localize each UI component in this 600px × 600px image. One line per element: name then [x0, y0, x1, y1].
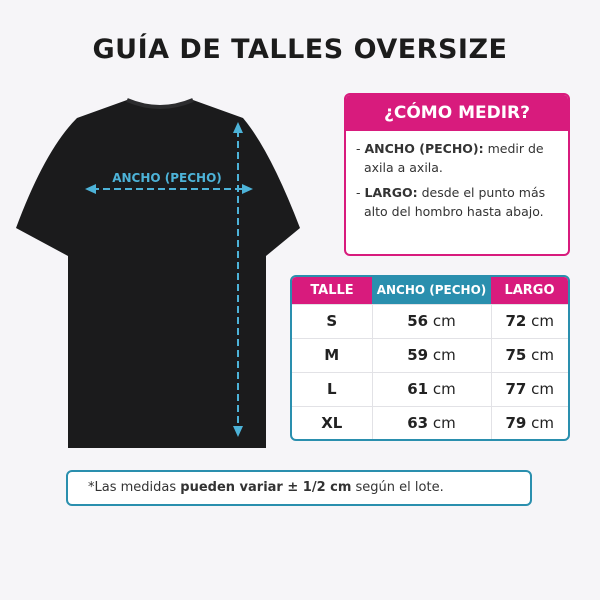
- how-to-title: ¿CÓMO MEDIR?: [346, 95, 568, 131]
- size-cell: L: [292, 371, 372, 406]
- width-cell: 63 cm: [371, 405, 491, 439]
- tshirt-shape: [16, 100, 300, 448]
- table-row: XL 63 cm 79 cm: [292, 405, 568, 439]
- disclaimer-note: *Las medidas pueden variar ± 1/2 cm segú…: [66, 470, 532, 506]
- size-cell: S: [292, 303, 372, 338]
- width-cell: 59 cm: [371, 337, 491, 372]
- table-row: L 61 cm 77 cm: [292, 371, 568, 406]
- width-cell: 56 cm: [371, 303, 491, 338]
- width-cell: 61 cm: [371, 371, 491, 406]
- width-label: ANCHO (PECHO): [112, 171, 222, 185]
- table-row: M 59 cm 75 cm: [292, 337, 568, 372]
- table-row: S 56 cm 72 cm: [292, 303, 568, 338]
- size-cell: M: [292, 337, 372, 372]
- length-cell: 72 cm: [490, 303, 568, 338]
- how-to-measure-box: ¿CÓMO MEDIR? - ANCHO (PECHO): medir de a…: [344, 93, 570, 256]
- length-arrow: [233, 122, 243, 437]
- header-size: TALLE: [292, 277, 372, 304]
- tshirt-illustration: ANCHO (PECHO): [16, 98, 300, 448]
- length-cell: 77 cm: [490, 371, 568, 406]
- table-header: TALLE ANCHO (PECHO) LARGO: [292, 277, 568, 304]
- how-to-item-length: - LARGO: desde el punto más alto del hom…: [356, 185, 546, 219]
- length-cell: 75 cm: [490, 337, 568, 372]
- size-cell: XL: [292, 405, 372, 439]
- header-width: ANCHO (PECHO): [372, 277, 491, 304]
- width-arrow: [85, 184, 253, 194]
- how-to-item-width: - ANCHO (PECHO): medir de axila a axila.: [356, 141, 544, 175]
- header-length: LARGO: [491, 277, 568, 304]
- page-title: GUÍA DE TALLES OVERSIZE: [92, 34, 508, 65]
- length-cell: 79 cm: [490, 405, 568, 439]
